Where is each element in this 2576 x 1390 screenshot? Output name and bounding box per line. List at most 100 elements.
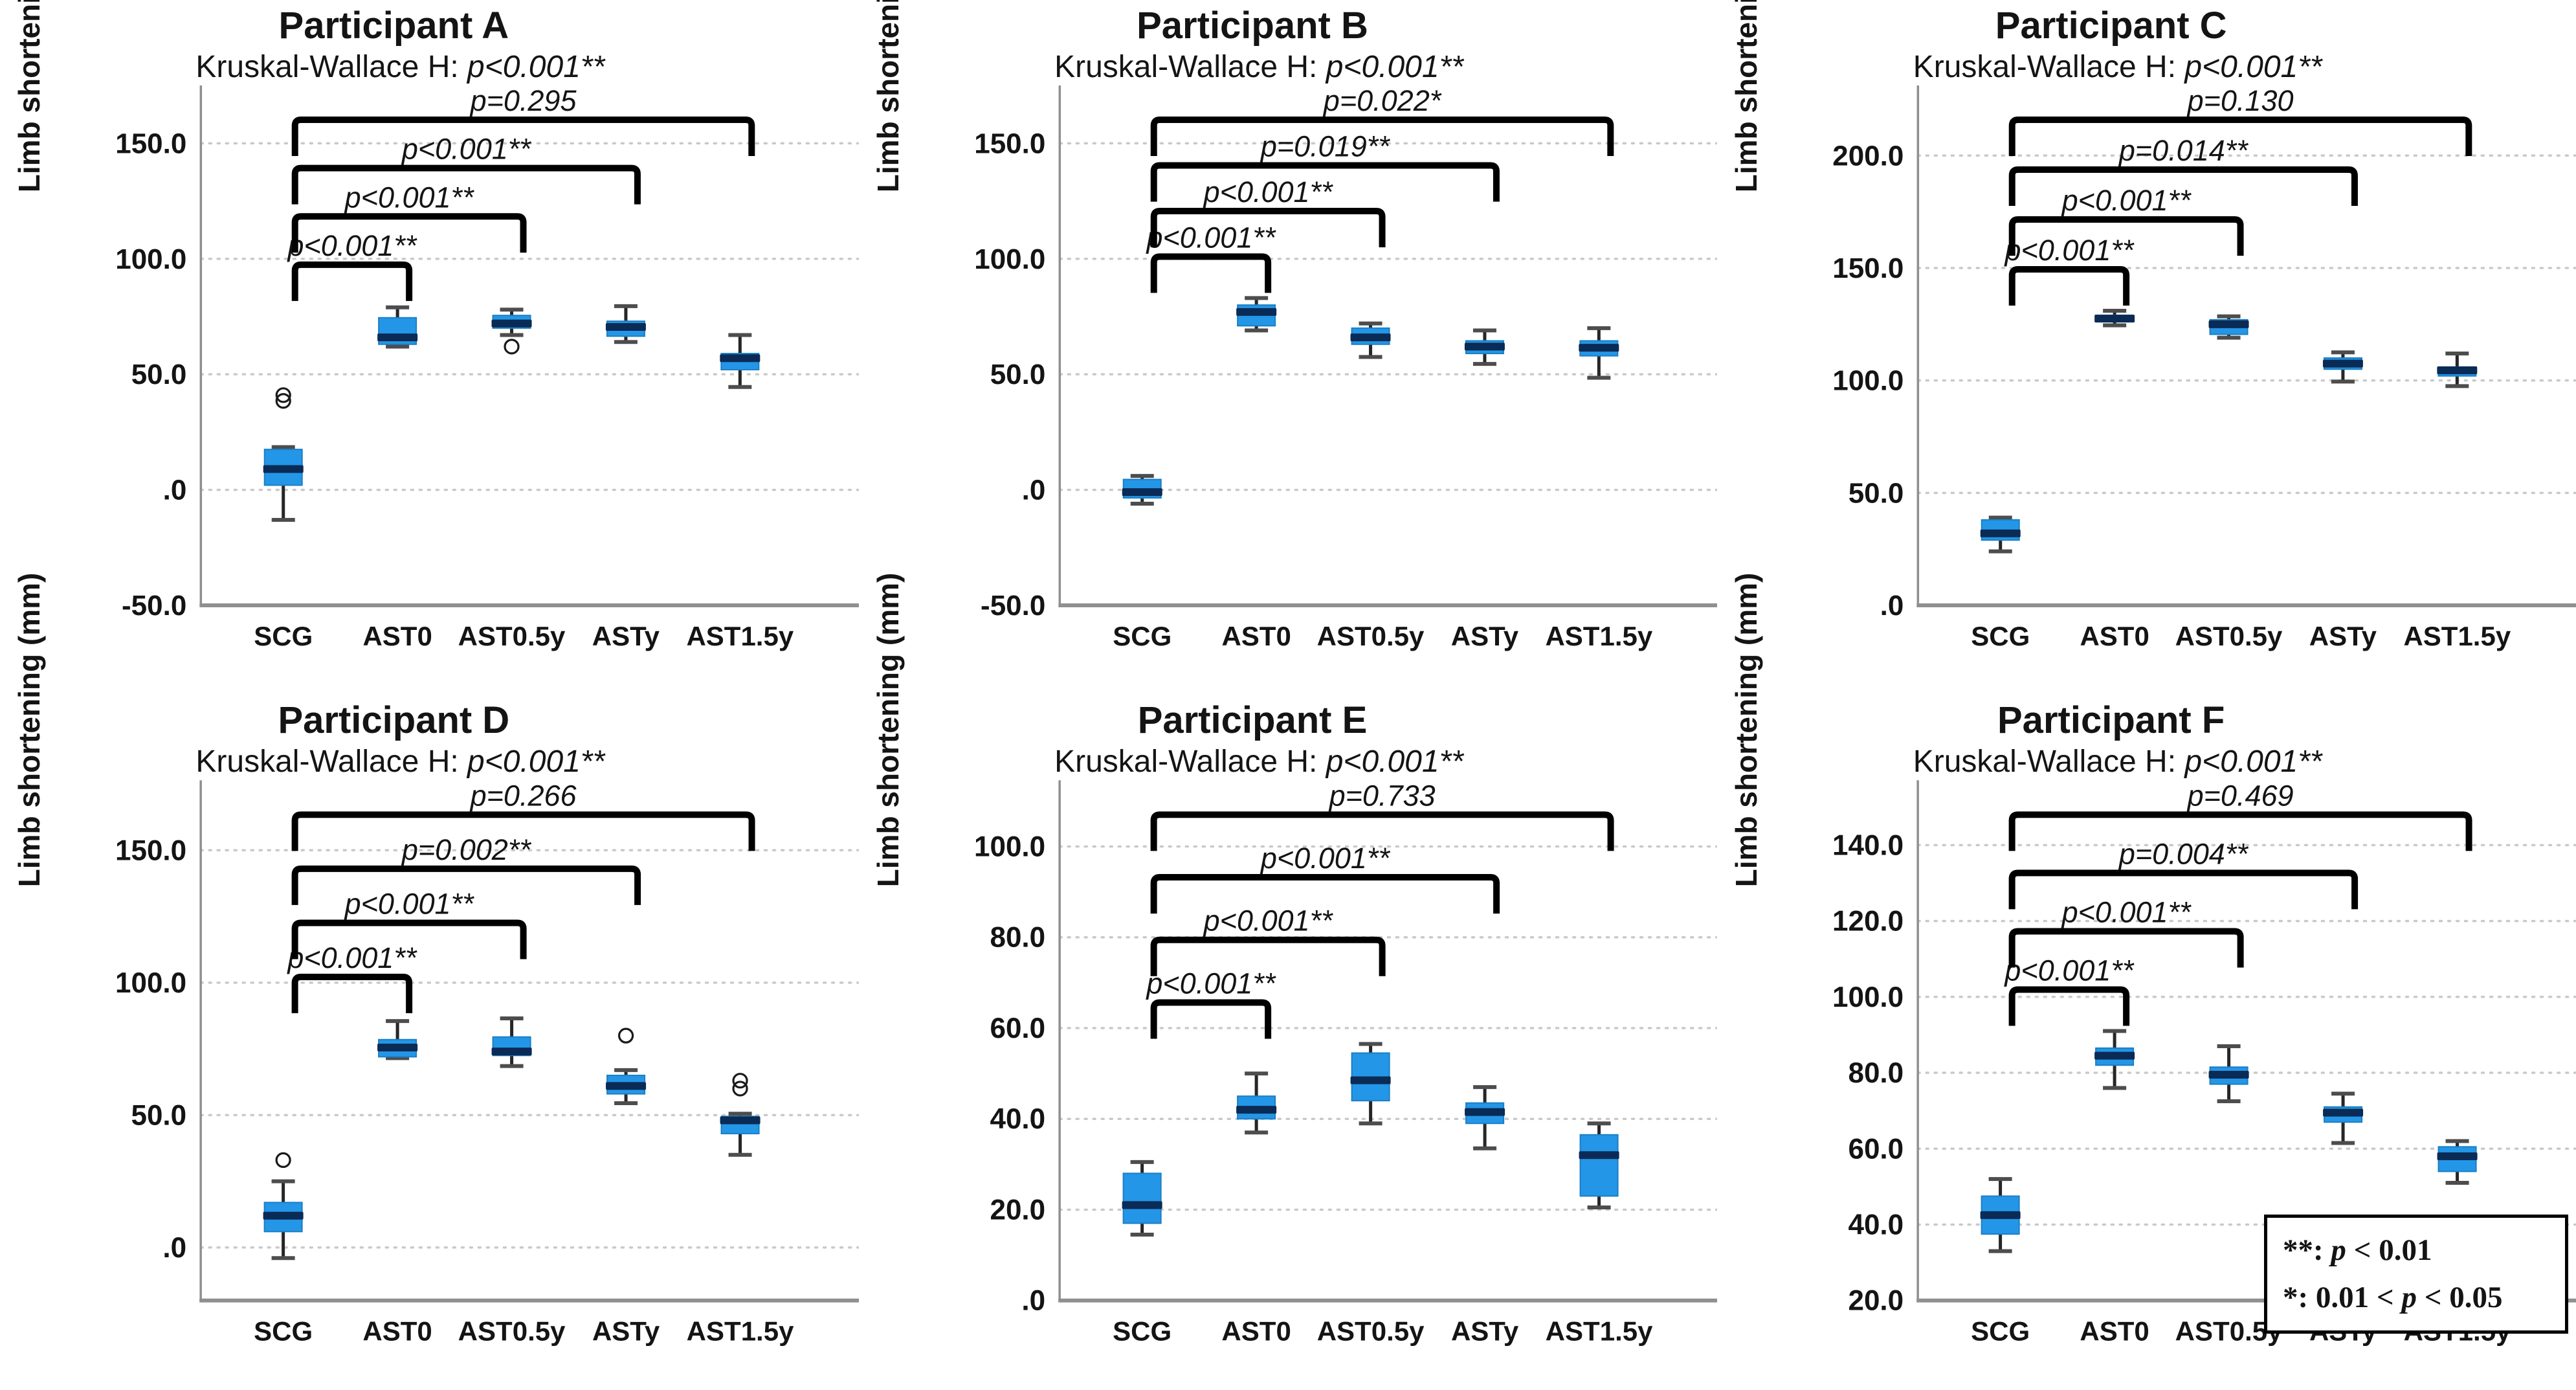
bracket-p-value: p<0.001** xyxy=(1145,967,1276,1000)
subtitle-pvalue: p<0.001** xyxy=(2184,50,2322,84)
box-plot-canvas: 150.0 100.0 50.0 .0 -50.0 SCG AST0 AST0.5y ASTy A… xyxy=(974,84,1718,651)
y-tick-label: 50.0 xyxy=(131,359,187,390)
median-line xyxy=(1122,1201,1162,1209)
outlier-point xyxy=(617,1027,634,1044)
x-category-label: AST0 xyxy=(2080,1316,2149,1347)
outlier-point xyxy=(275,1152,291,1169)
subtitle-prefix: Kruskal-Wallace H: xyxy=(1913,50,2185,84)
panel-participant-a: Participant A Kruskal-Wallace H: p<0.001… xyxy=(0,0,859,695)
subtitle-prefix: Kruskal-Wallace H: xyxy=(1054,745,1326,779)
subtitle-prefix: Kruskal-Wallace H: xyxy=(195,50,468,84)
significance-bracket xyxy=(291,919,527,959)
panel-participant-e: Participant E Kruskal-Wallace H: p<0.001… xyxy=(859,573,1718,1390)
x-category-label: ASTy xyxy=(2309,621,2377,651)
outlier-point xyxy=(275,393,291,409)
page-title: Participant B xyxy=(1137,5,1368,47)
y-tick-label: 140.0 xyxy=(1832,829,1904,861)
bracket-p-value: p=0.002** xyxy=(401,833,531,866)
bracket-p-value: p=0.733 xyxy=(1327,779,1435,812)
y-tick-label: 40.0 xyxy=(990,1103,1045,1135)
median-line xyxy=(606,1082,647,1090)
y-tick-label: 80.0 xyxy=(1849,1057,1904,1089)
bracket-p-value: p<0.001** xyxy=(2061,895,2192,928)
y-tick-label: 20.0 xyxy=(1849,1285,1904,1317)
box-plot-canvas: 200.0 150.0 100.0 50.0 .0 SCG AST0 AST0.5y ASTy A… xyxy=(1833,84,2576,651)
significance-bracket xyxy=(291,811,755,851)
y-tick-label: 100.0 xyxy=(1832,981,1904,1013)
median-line xyxy=(2437,1152,2478,1160)
x-category-label: AST0 xyxy=(362,1316,432,1347)
y-tick-label: -50.0 xyxy=(981,590,1045,622)
x-category-label: SCG xyxy=(1971,621,2030,651)
significance-legend: **: p < 0.01 *: 0.01 < p < 0.05 xyxy=(2264,1215,2568,1334)
significance-bracket xyxy=(2009,166,2359,206)
subtitle-prefix: Kruskal-Wallace H: xyxy=(1913,745,2185,779)
bracket-p-value: p<0.001** xyxy=(1260,842,1390,875)
median-line xyxy=(1980,1211,2021,1219)
significance-bracket xyxy=(2009,216,2244,256)
y-tick-label: 80.0 xyxy=(990,922,1045,954)
page-title: Participant F xyxy=(1997,699,2225,741)
x-category-label: AST0 xyxy=(1221,621,1291,651)
x-category-label: AST0.5y xyxy=(1316,621,1424,651)
x-category-label: AST1.5y xyxy=(686,621,794,651)
outlier-point xyxy=(504,339,520,355)
significance-bracket xyxy=(2009,265,2130,306)
significance-bracket xyxy=(291,261,413,301)
significance-bracket xyxy=(2009,117,2472,156)
median-line xyxy=(2094,315,2135,323)
y-tick-label: 60.0 xyxy=(1849,1133,1904,1165)
y-tick-label: 60.0 xyxy=(990,1013,1045,1044)
median-line xyxy=(1122,488,1162,497)
x-category-label: ASTy xyxy=(1450,621,1518,651)
significance-bracket xyxy=(2008,811,2472,851)
box-plot-canvas: 100.0 80.0 60.0 40.0 20.0 .0 SCG AST0 AST0.5y AST… xyxy=(974,779,1718,1347)
p-symbol: p xyxy=(2401,1280,2417,1314)
y-tick-label: 150.0 xyxy=(1833,252,1904,284)
x-category-label: SCG xyxy=(1971,1316,2030,1347)
y-tick-label: 150.0 xyxy=(974,128,1045,159)
significance-bracket xyxy=(1150,207,1386,247)
bracket-p-value: p<0.001** xyxy=(286,941,417,974)
page-title: Participant C xyxy=(1995,5,2227,47)
subtitle-prefix: Kruskal-Wallace H: xyxy=(1054,50,1326,84)
box xyxy=(1579,1134,1619,1197)
bracket-p-value: p=0.295 xyxy=(469,84,577,117)
y-tick-label: 100.0 xyxy=(115,243,186,275)
panel-participant-c: Participant C Kruskal-Wallace H: p<0.001… xyxy=(1717,0,2576,695)
median-line xyxy=(2323,1108,2364,1117)
significance-bracket xyxy=(1150,117,1614,156)
bracket-p-value: p<0.001** xyxy=(286,229,417,262)
bracket-p-value: p=0.469 xyxy=(2186,779,2294,812)
y-tick-label: -50.0 xyxy=(122,590,186,622)
bracket-p-value: p<0.001** xyxy=(344,887,474,920)
median-line xyxy=(1464,1108,1505,1116)
significance-bracket xyxy=(291,117,755,156)
y-tick-label: 100.0 xyxy=(1833,365,1904,397)
significance-bracket xyxy=(291,213,527,253)
median-line xyxy=(263,1211,304,1220)
median-line xyxy=(1981,529,2021,537)
significance-bracket xyxy=(1150,874,1500,914)
x-category-label: AST0 xyxy=(1221,1316,1291,1347)
median-line xyxy=(2208,320,2249,328)
median-line xyxy=(1464,342,1505,351)
x-category-label: ASTy xyxy=(592,621,660,651)
bracket-p-value: p<0.001** xyxy=(2004,954,2135,987)
median-line xyxy=(263,465,304,473)
bracket-p-value: p=0.022* xyxy=(1322,84,1441,117)
x-category-label: AST1.5y xyxy=(1545,1316,1652,1347)
x-category-label: AST0.5y xyxy=(1316,1316,1424,1347)
x-category-label: AST0.5y xyxy=(458,621,566,651)
y-tick-label: 150.0 xyxy=(115,835,186,866)
bracket-p-value: p<0.001** xyxy=(344,181,474,214)
significance-bracket xyxy=(291,164,641,205)
subtitle-prefix: Kruskal-Wallace H: xyxy=(195,745,468,779)
bracket-p-value: p=0.019** xyxy=(1260,129,1390,163)
median-line xyxy=(1578,344,1619,352)
y-tick-label: .0 xyxy=(163,475,187,506)
median-line xyxy=(605,323,646,331)
